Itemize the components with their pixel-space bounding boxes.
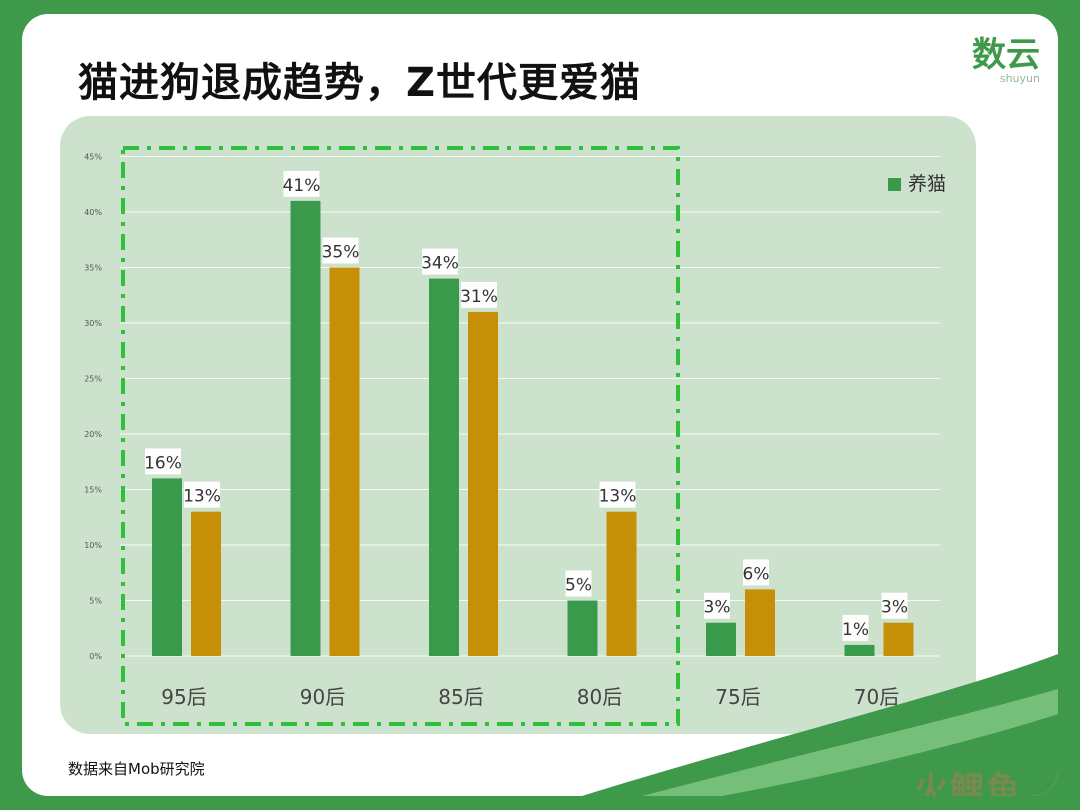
y-tick-label: 30% bbox=[84, 319, 102, 328]
data-label: 1% bbox=[842, 620, 869, 640]
data-label-bg bbox=[145, 448, 181, 475]
data-label: 35% bbox=[322, 243, 360, 263]
y-tick-label: 45% bbox=[84, 153, 102, 162]
data-label: 13% bbox=[599, 487, 637, 507]
y-tick-label: 35% bbox=[84, 264, 102, 273]
bar-dog bbox=[606, 511, 637, 656]
data-label-bg bbox=[565, 570, 592, 597]
bar-dog bbox=[883, 622, 914, 656]
y-tick-label: 15% bbox=[84, 486, 102, 495]
y-tick-label: 5% bbox=[89, 597, 102, 606]
legend-label: 养猫 bbox=[908, 173, 946, 195]
y-tick-label: 40% bbox=[84, 208, 102, 217]
x-tick-label: 95后 bbox=[161, 685, 206, 709]
data-label: 16% bbox=[144, 453, 182, 473]
data-label: 3% bbox=[704, 598, 731, 618]
data-label: 31% bbox=[460, 287, 498, 307]
slide: 猫进狗退成趋势，Z世代更爱猫 数云 shuyun 0% 5% 10% 15% 20% 25… bbox=[22, 14, 1058, 796]
data-label: 34% bbox=[421, 254, 459, 274]
y-tick-label: 25% bbox=[84, 375, 102, 384]
slide-title: 猫进狗退成趋势，Z世代更爱猫 bbox=[78, 60, 642, 106]
logo-text: 数云 bbox=[972, 35, 1040, 75]
y-tick-label: 20% bbox=[84, 430, 102, 439]
data-label-bg bbox=[461, 281, 497, 308]
bar-cat bbox=[429, 278, 459, 656]
brand-logo: 数云 shuyun bbox=[972, 36, 1040, 85]
source-note: 数据来自Mob研究院 bbox=[68, 760, 205, 778]
data-label: 41% bbox=[283, 176, 321, 196]
watermark-logo: 火鲤鱼 bbox=[914, 770, 1022, 796]
data-label-bg bbox=[422, 248, 458, 275]
bar-dog bbox=[745, 589, 775, 656]
bar-cat bbox=[152, 478, 182, 656]
bar-dog bbox=[329, 267, 360, 656]
data-label-bg bbox=[322, 237, 359, 264]
x-tick-label: 85后 bbox=[438, 685, 483, 709]
highlight-box bbox=[121, 146, 680, 726]
data-label: 13% bbox=[183, 487, 221, 507]
data-label-bg bbox=[283, 170, 320, 197]
chart-panel: 0% 5% 10% 15% 20% 25% 30% 35% 40% 45% 16% 13% 95后 41%… bbox=[60, 116, 976, 734]
bar-cat bbox=[706, 622, 736, 656]
decorative-swoosh bbox=[582, 654, 1058, 796]
x-tick-label: 80后 bbox=[577, 685, 622, 709]
logo-subtext: shuyun bbox=[999, 72, 1040, 85]
data-label: 5% bbox=[565, 576, 592, 596]
x-tick-label: 90后 bbox=[300, 685, 345, 709]
data-label: 6% bbox=[743, 564, 770, 584]
y-tick-label: 0% bbox=[89, 652, 102, 661]
bar-chart: 0%5%10%15%20%25%30%35%40%45%16%13%95后41%… bbox=[84, 146, 946, 726]
legend-swatch bbox=[888, 178, 901, 191]
data-label: 3% bbox=[881, 598, 908, 618]
bar-cat bbox=[844, 644, 875, 656]
data-label-bg bbox=[743, 559, 769, 586]
x-tick-label: 70后 bbox=[854, 685, 899, 709]
x-tick-label: 75后 bbox=[715, 685, 760, 709]
data-label-bg bbox=[599, 481, 636, 508]
data-label-bg bbox=[881, 592, 908, 619]
y-tick-label: 10% bbox=[84, 541, 102, 550]
data-label-bg bbox=[842, 614, 869, 641]
data-label-bg bbox=[184, 481, 220, 508]
data-label-bg bbox=[704, 592, 730, 619]
bar-cat bbox=[567, 600, 598, 656]
bar-dog bbox=[468, 311, 498, 656]
bar-cat bbox=[290, 200, 321, 656]
bar-dog bbox=[191, 511, 221, 656]
